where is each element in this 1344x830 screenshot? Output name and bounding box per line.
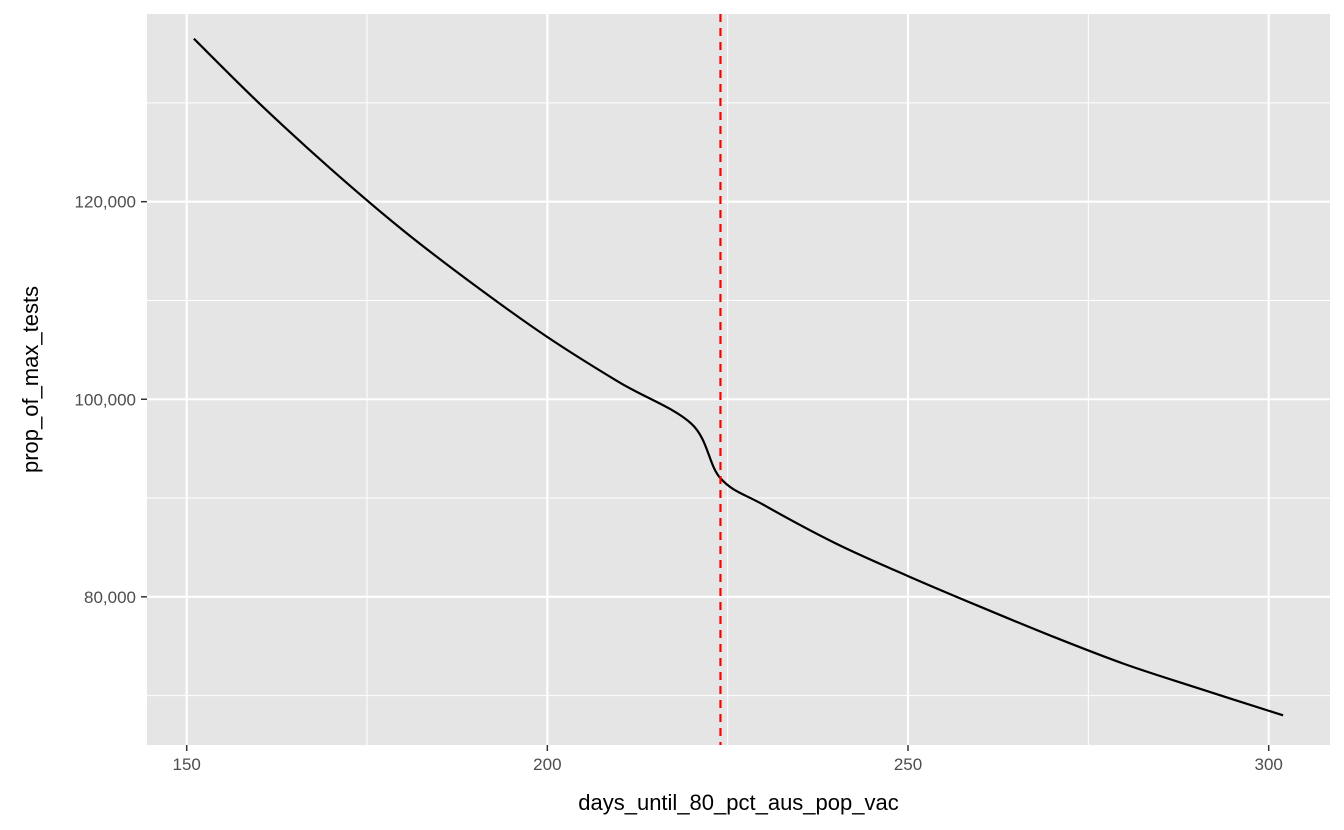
series-layer xyxy=(193,37,1284,717)
y-axis: 80,000 100,000 120,000 xyxy=(75,193,147,607)
major-gridlines xyxy=(147,14,1330,745)
x-tick-label: 150 xyxy=(172,755,200,774)
x-tick-label: 250 xyxy=(894,755,922,774)
plot-panel xyxy=(147,14,1330,745)
x-tick-label: 300 xyxy=(1254,755,1282,774)
y-tick-label: 120,000 xyxy=(75,193,136,212)
y-axis-title: prop_of_max_tests xyxy=(18,286,43,473)
minor-gridlines xyxy=(147,14,1330,745)
y-tick-label: 80,000 xyxy=(84,588,136,607)
series-line xyxy=(193,37,1284,717)
x-axis-title: days_until_80_pct_aus_pop_vac xyxy=(578,790,898,815)
x-tick-label: 200 xyxy=(533,755,561,774)
y-tick-label: 100,000 xyxy=(75,390,136,409)
x-axis: 150 200 250 300 xyxy=(172,745,1283,774)
